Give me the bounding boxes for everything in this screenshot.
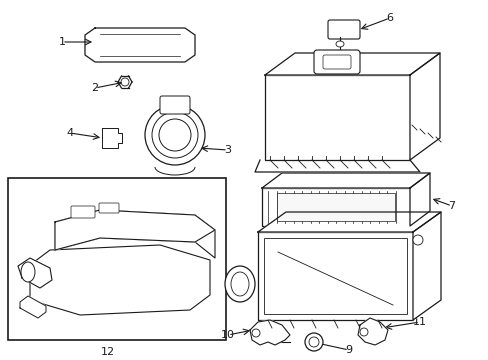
FancyBboxPatch shape — [160, 96, 190, 114]
Polygon shape — [412, 212, 440, 320]
Ellipse shape — [224, 266, 254, 302]
Text: 1: 1 — [59, 37, 65, 47]
Polygon shape — [55, 210, 215, 250]
Polygon shape — [262, 173, 429, 188]
Ellipse shape — [412, 235, 422, 245]
Bar — [8, 178, 225, 340]
FancyBboxPatch shape — [313, 50, 359, 74]
FancyBboxPatch shape — [71, 206, 95, 218]
Polygon shape — [18, 258, 52, 288]
FancyBboxPatch shape — [99, 203, 119, 213]
Polygon shape — [258, 232, 412, 320]
Polygon shape — [249, 320, 289, 345]
Text: 3: 3 — [224, 145, 231, 155]
Polygon shape — [409, 53, 439, 160]
Polygon shape — [85, 28, 195, 62]
Polygon shape — [20, 296, 46, 318]
Text: 6: 6 — [386, 13, 393, 23]
Text: 7: 7 — [447, 201, 455, 211]
Bar — [264, 238, 406, 314]
Ellipse shape — [305, 333, 323, 351]
Polygon shape — [409, 173, 429, 226]
Polygon shape — [357, 318, 387, 345]
Text: 5: 5 — [427, 107, 435, 117]
Polygon shape — [258, 212, 440, 232]
Text: 8: 8 — [259, 331, 266, 341]
Ellipse shape — [152, 112, 198, 158]
Polygon shape — [262, 188, 409, 226]
Ellipse shape — [159, 119, 191, 151]
Text: 4: 4 — [66, 128, 73, 138]
Text: 11: 11 — [412, 317, 426, 327]
FancyBboxPatch shape — [327, 20, 359, 39]
Ellipse shape — [145, 105, 204, 165]
Ellipse shape — [251, 329, 260, 337]
Polygon shape — [102, 128, 122, 148]
Polygon shape — [30, 245, 209, 315]
Text: 9: 9 — [345, 345, 352, 355]
Polygon shape — [264, 53, 439, 75]
Bar — [276, 193, 394, 221]
Text: 12: 12 — [101, 347, 115, 357]
Ellipse shape — [308, 337, 318, 347]
Ellipse shape — [230, 272, 248, 296]
FancyBboxPatch shape — [323, 55, 350, 69]
Text: 10: 10 — [221, 330, 235, 340]
Polygon shape — [55, 210, 215, 258]
Text: 2: 2 — [91, 83, 99, 93]
Ellipse shape — [359, 328, 367, 336]
Ellipse shape — [335, 41, 343, 47]
Ellipse shape — [121, 78, 129, 86]
Ellipse shape — [21, 262, 35, 282]
Polygon shape — [264, 75, 409, 160]
